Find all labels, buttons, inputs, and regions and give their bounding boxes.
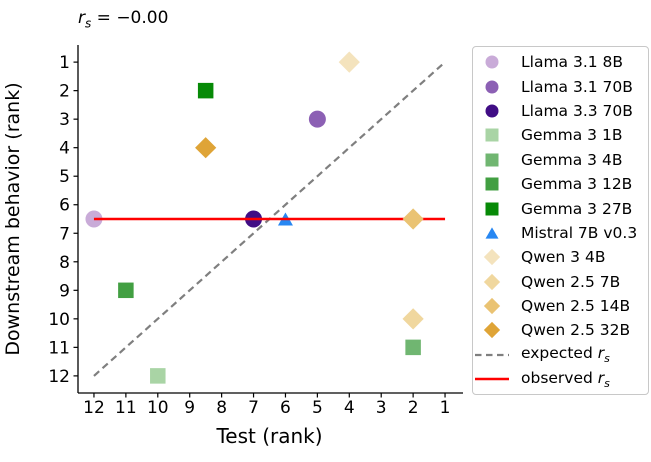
- legend-marker-gemma-3-27b: [485, 202, 499, 216]
- y-tick-label: 9: [59, 281, 70, 301]
- point-gemma-3-4b: [405, 339, 421, 356]
- legend-item-llama-3-3-70b: Llama 3.3 70B: [473, 99, 648, 123]
- legend-label: Llama 3.3 70B: [521, 101, 633, 120]
- dashed-line-icon: [473, 345, 511, 365]
- legend-item-qwen-2-5-7b: Qwen 2.5 7B: [473, 270, 648, 294]
- legend-label: Qwen 2.5 14B: [521, 297, 631, 316]
- square-marker-icon: [473, 174, 511, 194]
- title-variable: r: [78, 8, 85, 28]
- legend-item-qwen-2-5-14b: Qwen 2.5 14B: [473, 294, 648, 318]
- point-qwen-3-4b: [338, 51, 360, 73]
- x-tick-label: 10: [147, 398, 169, 418]
- legend-marker-mistral-7b-v0-3: [485, 227, 499, 239]
- y-tick-label: 11: [48, 338, 70, 358]
- y-tick-label: 3: [59, 110, 70, 130]
- legend-marker-gemma-3-12b: [485, 177, 499, 191]
- legend-item-observed-r-s: observed rs: [473, 367, 648, 391]
- legend-item-mistral-7b-v0-3: Mistral 7B v0.3: [473, 221, 648, 245]
- point-gemma-3-1b: [150, 368, 166, 384]
- y-tick-label: 8: [59, 253, 70, 273]
- y-axis-label: Downstream behavior (rank): [2, 82, 24, 356]
- legend-marker-qwen-3-4b: [483, 249, 501, 266]
- x-tick-label: 12: [83, 398, 105, 418]
- circle-marker-icon: [473, 101, 511, 121]
- square-marker-icon: [473, 150, 511, 170]
- legend-label: Gemma 3 27B: [521, 199, 633, 218]
- x-tick-label: 5: [312, 398, 323, 418]
- square-marker-icon: [473, 125, 511, 145]
- legend-label: Gemma 3 1B: [521, 126, 623, 145]
- y-tick-label: 2: [59, 82, 70, 102]
- legend-label: Qwen 2.5 32B: [521, 321, 631, 340]
- x-tick-label: 7: [248, 398, 259, 418]
- legend-item-qwen-2-5-32b: Qwen 2.5 32B: [473, 318, 648, 342]
- legend-label: observed rs: [521, 368, 610, 390]
- legend-item-gemma-3-12b: Gemma 3 12B: [473, 172, 648, 196]
- legend-item-gemma-3-4b: Gemma 3 4B: [473, 148, 648, 172]
- legend-item-gemma-3-1b: Gemma 3 1B: [473, 123, 648, 147]
- y-tick-label: 5: [59, 167, 70, 187]
- circle-marker-icon: [473, 52, 511, 72]
- legend-label: Llama 3.1 70B: [521, 77, 633, 96]
- x-tick-label: 4: [344, 398, 355, 418]
- x-tick-label: 8: [216, 398, 227, 418]
- legend-item-llama-3-1-8b: Llama 3.1 8B: [473, 50, 648, 74]
- legend-label: Qwen 3 4B: [521, 248, 606, 267]
- legend-marker-qwen-2-5-14b: [483, 297, 501, 315]
- legend-label: Gemma 3 12B: [521, 175, 633, 194]
- diamond-marker-icon: [473, 320, 511, 340]
- point-gemma-3-27b: [197, 82, 214, 99]
- title-subscript: s: [85, 16, 92, 31]
- x-tick-label: 1: [440, 398, 451, 418]
- legend-label: Llama 3.1 8B: [521, 53, 624, 72]
- triangle-marker-icon: [473, 223, 511, 243]
- point-qwen-2-5-7b: [402, 308, 424, 330]
- title-value: = −0.00: [91, 8, 169, 28]
- legend-marker-gemma-3-4b: [485, 153, 499, 167]
- solid-line-icon: [473, 369, 511, 389]
- legend-marker-qwen-2-5-7b: [483, 273, 501, 290]
- x-axis-label: Test (rank): [216, 424, 323, 448]
- x-tick-label: 9: [184, 398, 195, 418]
- y-tick-label: 12: [48, 367, 70, 387]
- circle-marker-icon: [473, 77, 511, 97]
- legend-label: Qwen 2.5 7B: [521, 272, 621, 291]
- plot-title: rs = −0.00: [78, 8, 168, 30]
- legend-item-gemma-3-27b: Gemma 3 27B: [473, 196, 648, 220]
- legend-marker-gemma-3-1b: [485, 128, 499, 142]
- legend-label: Gemma 3 4B: [521, 150, 623, 169]
- y-tick-label: 10: [48, 310, 70, 330]
- legend-marker-llama-3-3-70b: [485, 104, 499, 118]
- legend: Llama 3.1 8B Llama 3.1 70B Llama 3.3 70B Ge…: [472, 46, 649, 396]
- y-tick-label: 6: [59, 196, 70, 216]
- legend-item-llama-3-1-70b: Llama 3.1 70B: [473, 74, 648, 98]
- x-tick-label: 2: [408, 398, 419, 418]
- legend-label: Mistral 7B v0.3: [521, 223, 638, 242]
- y-tick-label: 1: [59, 53, 70, 73]
- point-qwen-2-5-14b: [402, 208, 424, 230]
- diamond-marker-icon: [473, 296, 511, 316]
- diamond-marker-icon: [473, 272, 511, 292]
- point-llama-3-1-70b: [308, 110, 326, 128]
- diamond-marker-icon: [473, 247, 511, 267]
- point-gemma-3-12b: [118, 282, 134, 299]
- legend-marker-qwen-2-5-32b: [483, 322, 501, 339]
- x-tick-label: 11: [115, 398, 137, 418]
- y-tick-label: 7: [59, 224, 70, 244]
- legend-item-qwen-3-4b: Qwen 3 4B: [473, 245, 648, 269]
- legend-marker-llama-3-1-8b: [485, 55, 499, 69]
- point-qwen-2-5-32b: [195, 137, 217, 159]
- x-tick-label: 6: [280, 398, 291, 418]
- legend-marker-llama-3-1-70b: [485, 80, 499, 94]
- square-marker-icon: [473, 199, 511, 219]
- legend-item-expected-r-s: expected rs: [473, 343, 648, 367]
- x-tick-label: 3: [376, 398, 387, 418]
- legend-label: expected rs: [521, 344, 610, 366]
- y-tick-label: 4: [59, 139, 70, 159]
